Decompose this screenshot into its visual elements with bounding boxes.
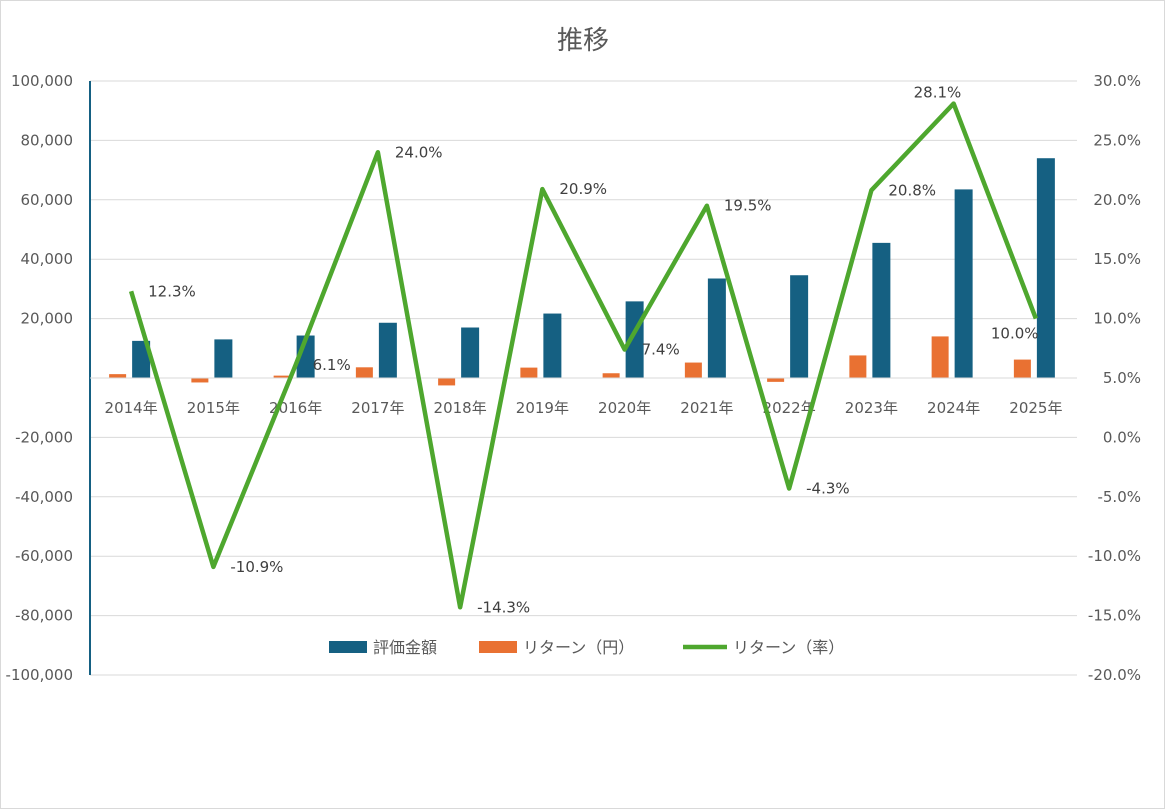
y-right-tick-label: 30.0% <box>1093 72 1141 90</box>
y-right-tick-label: 5.0% <box>1103 369 1141 387</box>
x-category-label: 2025年 <box>1009 399 1062 417</box>
x-category-label: 2015年 <box>187 399 240 417</box>
x-category-label: 2022年 <box>763 399 816 417</box>
y-left-tick-label: -100,000 <box>6 666 73 684</box>
data-label-return-rate: 12.3% <box>148 282 196 300</box>
bar-return-yen <box>684 362 702 378</box>
bar-return-yen <box>602 373 620 378</box>
data-label-return-rate: 24.0% <box>395 143 443 161</box>
bar-valuation <box>378 322 397 378</box>
legend-label: リターン（率） <box>733 638 844 657</box>
bar-return-yen <box>273 375 291 378</box>
y-left-tick-label: 80,000 <box>21 131 74 149</box>
y-right-tick-label: -10.0% <box>1088 547 1141 565</box>
bar-valuation <box>132 340 151 378</box>
line-return-rate <box>128 101 1038 610</box>
bar-valuation <box>543 313 562 378</box>
y-right-tick-label: 20.0% <box>1093 191 1141 209</box>
legend-label: リターン（円） <box>523 638 634 657</box>
bar-return-yen <box>931 336 949 378</box>
data-label-return-rate: 7.4% <box>642 340 680 358</box>
bar-return-yen <box>355 367 373 378</box>
x-category-label: 2014年 <box>105 399 158 417</box>
x-category-label: 2019年 <box>516 399 569 417</box>
y-left-tick-label: -80,000 <box>15 607 73 625</box>
bar-return-yen <box>767 378 785 382</box>
data-label-return-rate: 20.9% <box>559 180 607 198</box>
bar-return-yen <box>109 374 127 378</box>
y-left-tick-label: -40,000 <box>15 488 73 506</box>
y-left-tick-label: 100,000 <box>11 72 73 90</box>
y-right-tick-label: -5.0% <box>1097 488 1141 506</box>
y-left-tick-label: -60,000 <box>15 547 73 565</box>
bar-return-yen <box>1013 359 1031 378</box>
bar-return-yen <box>849 355 867 378</box>
data-label-return-rate: -14.3% <box>477 598 530 616</box>
data-label-return-rate: 19.5% <box>724 197 772 215</box>
x-category-label: 2021年 <box>680 399 733 417</box>
x-category-label: 2024年 <box>927 399 980 417</box>
chart-title: 推移 <box>557 26 609 56</box>
x-category-label: 2020年 <box>598 399 651 417</box>
y-right-tick-label: 25.0% <box>1093 131 1141 149</box>
bar-return-yen <box>191 378 209 383</box>
bar-valuation <box>954 189 973 378</box>
y-left-tick-label: -20,000 <box>15 428 73 446</box>
y-left-tick-label: 40,000 <box>21 250 74 268</box>
y-right-tick-label: 0.0% <box>1103 428 1141 446</box>
bar-valuation <box>461 327 480 378</box>
y-left-tick-label: 20,000 <box>21 310 74 328</box>
data-label-return-rate: -4.3% <box>806 479 850 497</box>
y-left-tick-label: 60,000 <box>21 191 74 209</box>
data-label-return-rate: 6.1% <box>313 356 351 374</box>
bar-return-yen <box>438 378 456 386</box>
x-category-label: 2018年 <box>434 399 487 417</box>
legend-swatch <box>329 641 367 653</box>
legend-swatch <box>479 641 517 653</box>
y-right-tick-label: -15.0% <box>1088 607 1141 625</box>
bar-return-yen <box>520 367 538 378</box>
x-category-label: 2017年 <box>351 399 404 417</box>
y-right-tick-label: 10.0% <box>1093 310 1141 328</box>
bar-valuation <box>214 339 233 378</box>
y-right-tick-label: 15.0% <box>1093 250 1141 268</box>
bar-valuation <box>707 278 726 378</box>
bar-valuation <box>1036 158 1055 378</box>
data-label-return-rate: 20.8% <box>888 181 936 199</box>
bar-valuation <box>790 275 809 378</box>
bar-valuation <box>872 242 891 378</box>
legend: 評価金額 リターン（円） リターン（率） <box>329 638 844 657</box>
data-label-return-rate: -10.9% <box>230 558 283 576</box>
data-label-return-rate: 10.0% <box>991 325 1039 343</box>
y-right-tick-label: -20.0% <box>1088 666 1141 684</box>
data-label-return-rate: 28.1% <box>914 84 962 102</box>
legend-label: 評価金額 <box>373 638 437 657</box>
x-category-label: 2023年 <box>845 399 898 417</box>
